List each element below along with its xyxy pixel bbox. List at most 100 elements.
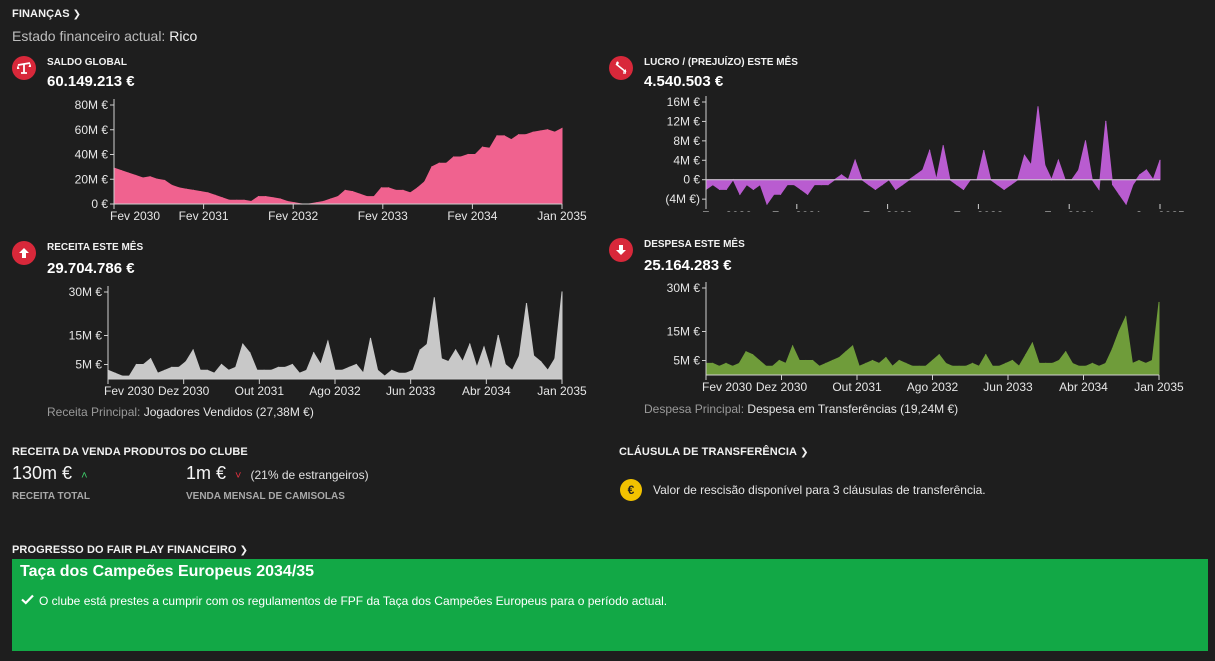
data-point: [773, 193, 775, 195]
data-point: [157, 372, 159, 374]
data-point: [171, 184, 173, 186]
data-point: [1112, 184, 1114, 186]
data-point: [807, 193, 809, 195]
chevron-right-icon: ❯: [800, 447, 809, 458]
saldo-area-series: [113, 127, 563, 205]
receita-main-source-value: Jogadores Vendidos (27,38M €): [143, 405, 314, 419]
data-point: [120, 170, 122, 172]
data-point: [732, 365, 734, 367]
data-point: [228, 369, 230, 371]
lucro-chart: 16M € 12M € 8M € 4M € 0 € (4M €)Fev 2030 Fev 2…: [665, 95, 1185, 212]
trend-down-icon: ˅: [235, 470, 242, 482]
data-point: [825, 362, 827, 364]
data-point: [792, 345, 794, 347]
receita-main-source: Receita Principal: Jogadores Vendidos (2…: [47, 405, 314, 419]
data-point: [1057, 159, 1059, 161]
finances-title[interactable]: FINANÇAS ❯: [12, 8, 81, 20]
data-point: [277, 366, 279, 368]
data-point: [1058, 359, 1060, 362]
x-tick-label: Jan 2035: [1134, 380, 1184, 394]
data-point: [1078, 365, 1080, 367]
data-point: [431, 166, 433, 168]
data-point: [1010, 184, 1012, 186]
data-point: [971, 362, 974, 364]
data-point: [322, 200, 325, 203]
data-point: [1145, 362, 1147, 364]
data-point: [469, 343, 471, 345]
data-point: [366, 196, 368, 198]
data-point: [229, 199, 231, 201]
clause-title[interactable]: CLÁUSULA DE TRANSFERÊNCIA ❯: [619, 446, 809, 458]
x-tick-label: Jan 2035: [537, 384, 587, 398]
y-tick-label: 60M €: [75, 123, 109, 137]
x-tick-label: Jun 2033: [386, 384, 436, 398]
data-point: [533, 355, 535, 357]
receita-main-source-label: Receita Principal:: [47, 405, 141, 419]
data-point: [298, 372, 301, 374]
data-point: [1084, 140, 1087, 142]
data-point: [272, 197, 274, 199]
financial-status: Estado financeiro actual: Rico: [12, 28, 197, 44]
data-point: [1159, 159, 1161, 161]
data-point: [1091, 362, 1093, 364]
data-point: [114, 372, 116, 374]
data-point: [898, 359, 900, 362]
data-point: [915, 174, 917, 176]
data-point: [263, 369, 265, 371]
data-point: [871, 359, 874, 362]
data-point: [983, 150, 985, 152]
x-tick-label: Ago 2032: [907, 380, 959, 394]
data-point: [510, 139, 512, 141]
data-point: [440, 358, 442, 360]
data-point: [561, 127, 563, 130]
data-point: [865, 362, 867, 364]
data-point: [171, 366, 173, 368]
data-point: [178, 366, 180, 368]
data-point: [956, 184, 958, 186]
data-point: [200, 191, 202, 193]
data-point: [805, 359, 807, 362]
data-point: [490, 369, 492, 371]
data-point: [265, 196, 267, 198]
data-point: [384, 375, 386, 377]
data-point: [911, 365, 914, 367]
data-point: [127, 172, 130, 174]
data-point: [965, 365, 967, 367]
chevron-right-icon: ❯: [72, 9, 82, 20]
data-point: [1151, 359, 1153, 362]
clause-text: Valor de rescisão disponível para 3 cláu…: [653, 483, 986, 497]
data-point: [1018, 365, 1020, 367]
data-point: [891, 365, 894, 367]
data-point: [540, 361, 542, 363]
data-point: [185, 361, 187, 363]
data-point: [547, 369, 549, 371]
data-point: [1011, 359, 1013, 362]
x-tick-label: Fev 2032: [268, 209, 318, 223]
data-point: [334, 369, 336, 371]
data-point: [942, 145, 944, 147]
data-point: [341, 369, 343, 371]
data-point: [1105, 362, 1107, 364]
despesa-chart: 30M € 15M € 5M €Fev 2030 Dez 2030 Out 2031 Ag…: [667, 281, 1184, 394]
x-tick-label: Jan 2035: [537, 209, 587, 223]
data-point: [798, 359, 800, 362]
data-point: [958, 365, 960, 367]
data-point: [250, 200, 252, 203]
data-point: [306, 369, 308, 371]
data-point: [149, 176, 151, 178]
data-point: [878, 362, 880, 364]
data-point: [929, 150, 931, 152]
data-point: [220, 363, 223, 366]
data-point: [348, 366, 350, 368]
x-tick-label: Ago 2032: [309, 384, 361, 398]
data-point: [416, 187, 419, 189]
data-point: [785, 362, 787, 364]
data-point: [1118, 330, 1120, 333]
ffp-title-label: PROGRESSO DO FAIR PLAY FINANCEIRO: [12, 544, 237, 556]
ffp-title[interactable]: PROGRESSO DO FAIR PLAY FINANCEIRO ❯: [12, 544, 248, 556]
data-point: [412, 369, 414, 371]
merch-shirts-label: VENDA MENSAL DE CAMISOLAS: [186, 491, 345, 502]
data-point: [164, 369, 166, 371]
data-point: [1005, 362, 1007, 364]
data-point: [235, 366, 237, 368]
